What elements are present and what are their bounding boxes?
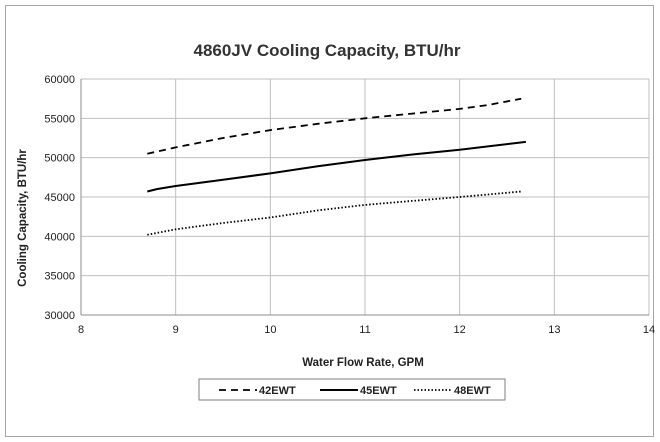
x-tick-label: 9 [173,324,179,336]
tick-labels: 30000 35000 40000 45000 50000 55000 60000 8 9 10 1… [44,74,655,336]
x-tick-label: 8 [78,324,84,336]
series-line-48ewt [147,190,522,236]
grid-lines [80,78,650,316]
x-axis-label: Water Flow Rate, GPM [302,357,424,369]
y-tick-label: 35000 [44,271,75,283]
series-line-45ewt [147,140,527,193]
y-tick-label: 50000 [44,153,75,165]
legend-label-45ewt: 45EWT [360,385,397,397]
y-tick-label: 45000 [44,192,75,204]
x-tick-label: 14 [643,324,655,336]
legend-label-42ewt: 42EWT [259,385,296,397]
y-tick-label: 40000 [44,231,75,243]
series-line-42ewt [147,97,522,155]
x-tick-label: 13 [548,324,560,336]
y-tick-label: 30000 [44,310,75,322]
y-tick-label: 60000 [44,74,75,86]
y-axis-label: Cooling Capacity, BTU/hr [17,149,29,287]
legend: 42EWT 45EWT 48EWT [198,378,506,401]
y-tick-label: 55000 [44,113,75,125]
x-tick-label: 11 [359,324,370,336]
legend-label-48ewt: 48EWT [454,385,491,397]
chart-frame [5,5,654,437]
series-lines [147,97,527,236]
x-tick-label: 10 [264,324,276,336]
chart-title: 4860JV Cooling Capacity, BTU/hr [193,41,460,60]
x-tick-label: 12 [454,324,466,336]
